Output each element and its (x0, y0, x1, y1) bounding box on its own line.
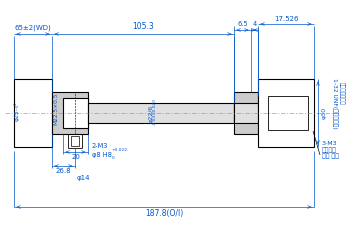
Text: 105.3: 105.3 (132, 22, 154, 31)
Bar (63, 98, 88, 128)
Text: φ30: φ30 (322, 107, 327, 119)
Bar (234, 92, 258, 134)
Text: 2-M3: 2-M3 (92, 143, 108, 149)
Text: φ22/6: φ22/6 (148, 105, 154, 123)
Text: 187.8(O/I): 187.8(O/I) (145, 209, 183, 218)
Text: 20: 20 (71, 154, 80, 160)
Text: 65±2(WD): 65±2(WD) (15, 25, 51, 31)
Text: φ25₋₀¹: φ25₋₀¹ (14, 101, 20, 121)
Text: -0.020: -0.020 (153, 98, 157, 112)
Bar (52, 92, 88, 134)
Text: φ14: φ14 (77, 175, 91, 181)
Text: 1-32 UNF(チャウント): 1-32 UNF(チャウント) (332, 78, 338, 128)
Text: パネルマウント: パネルマウント (339, 82, 345, 104)
Bar (14, 79, 52, 147)
Bar (71, 136, 79, 146)
Text: +0.022: +0.022 (112, 148, 128, 152)
Bar (88, 103, 234, 123)
Text: 3-M3
六角穴付
調整 ねじ: 3-M3 六角穴付 調整 ねじ (322, 141, 339, 159)
Text: 6.5: 6.5 (237, 21, 248, 27)
Bar (234, 103, 258, 123)
Text: 4: 4 (252, 21, 257, 27)
Text: 0: 0 (112, 156, 115, 160)
Text: 26.8: 26.8 (56, 168, 71, 174)
Bar (258, 79, 314, 147)
Text: φ8 H8: φ8 H8 (92, 152, 112, 158)
Bar (268, 96, 308, 130)
Text: 17.526: 17.526 (274, 16, 298, 22)
Text: M22.5×0.5: M22.5×0.5 (54, 93, 58, 125)
Text: -0.033: -0.033 (153, 111, 157, 125)
